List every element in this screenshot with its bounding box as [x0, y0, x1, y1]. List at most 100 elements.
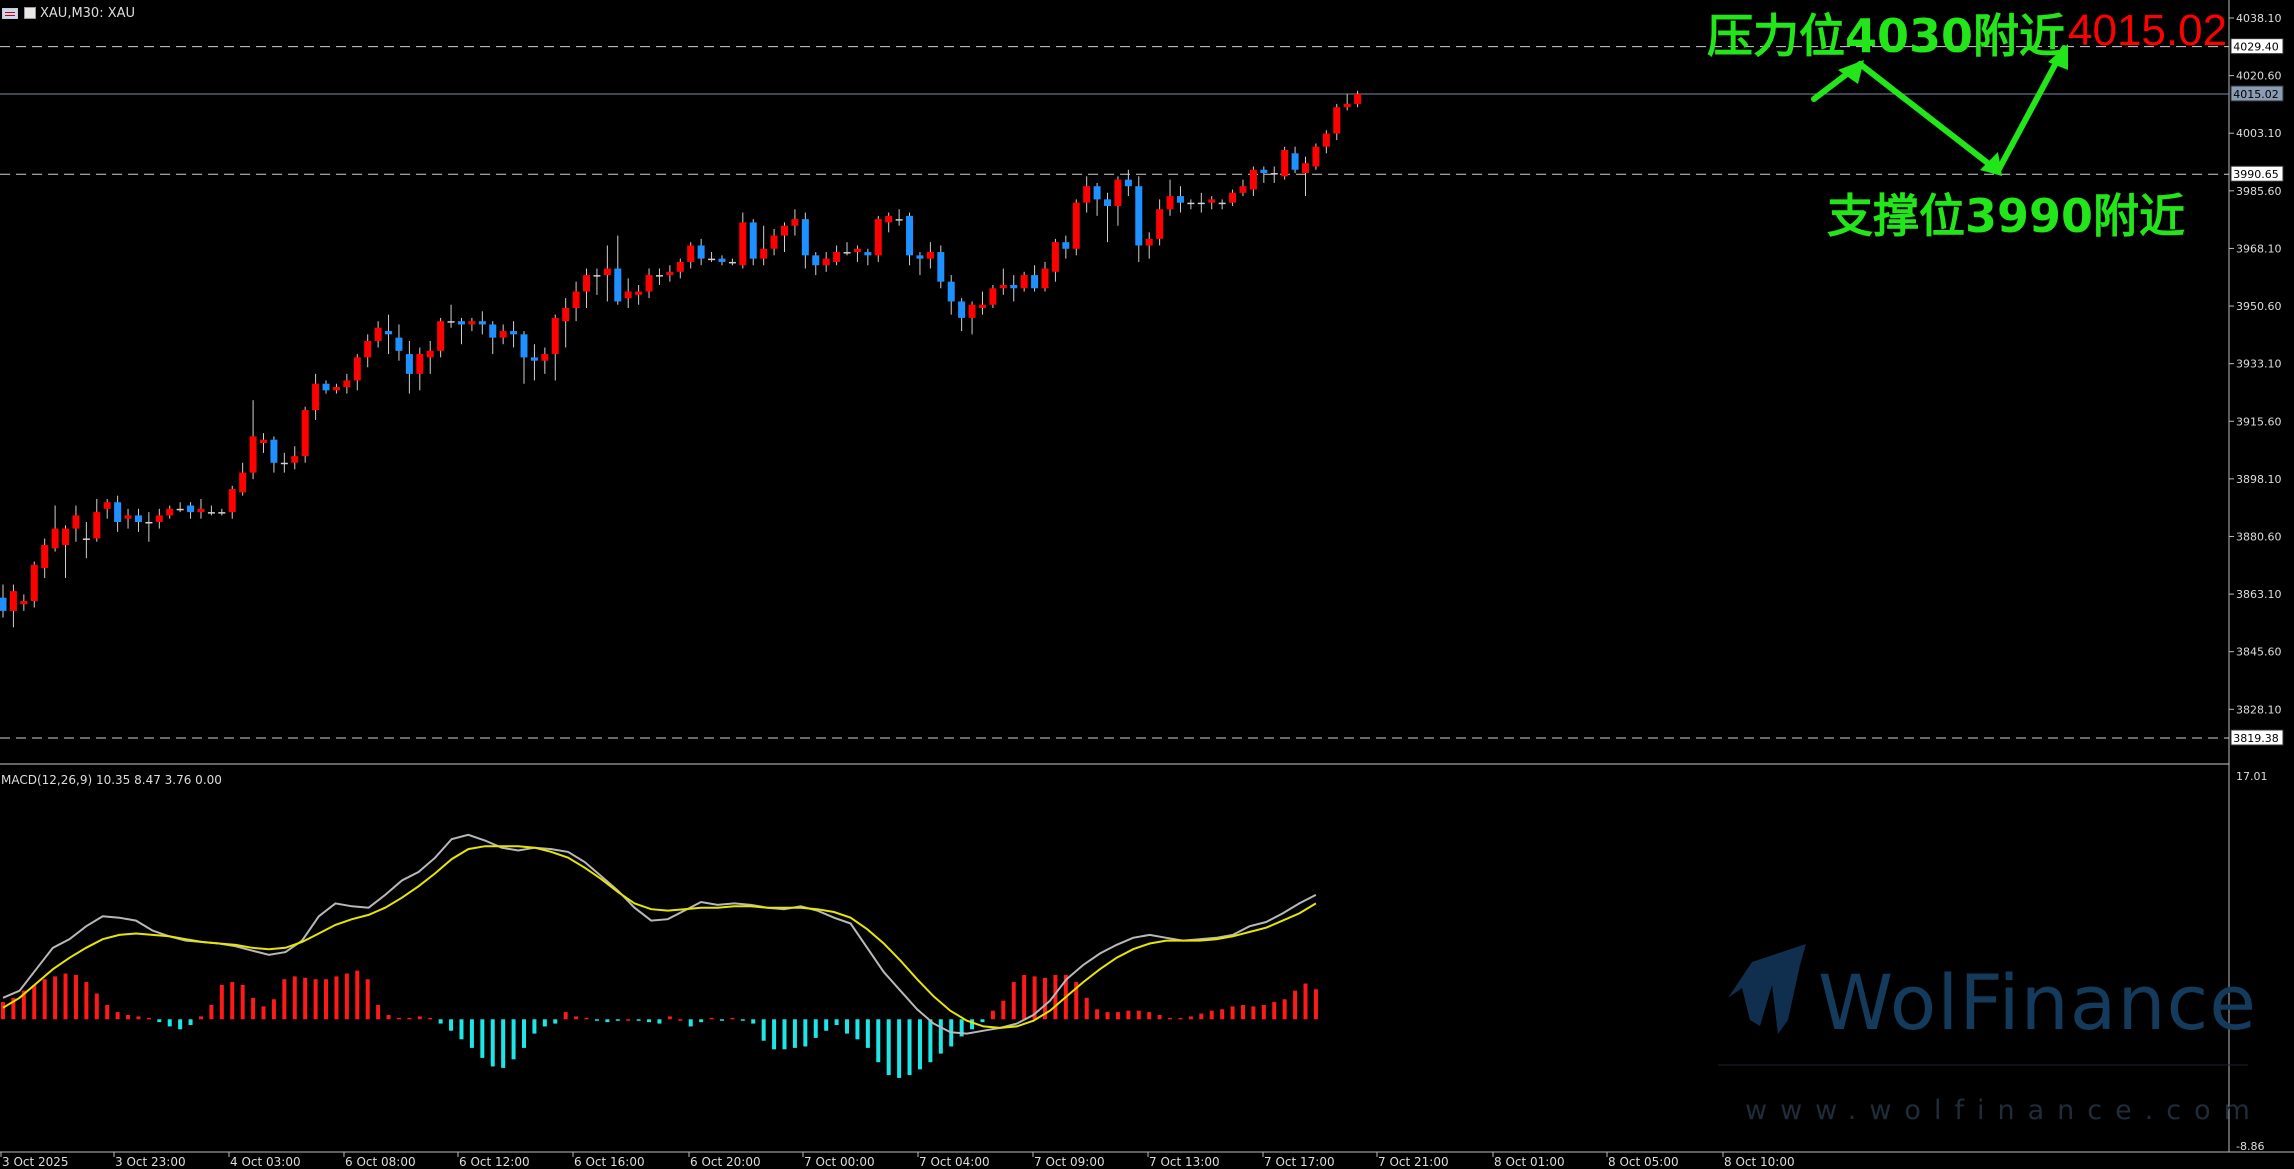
candle-body: [51, 528, 59, 549]
candle: [228, 485, 236, 519]
candle: [1020, 271, 1028, 292]
candle: [1333, 103, 1341, 141]
candle: [207, 505, 215, 516]
candle-body: [457, 321, 465, 325]
candle: [0, 584, 7, 618]
candle-body: [405, 354, 413, 374]
candle-body: [874, 219, 882, 256]
macd-bar: [865, 1019, 870, 1048]
candle: [353, 354, 361, 391]
candle-body: [624, 291, 632, 299]
candle-body: [1135, 186, 1143, 246]
candle: [989, 284, 997, 309]
candle: [176, 502, 184, 513]
candle: [1229, 189, 1237, 206]
candle-body: [906, 215, 914, 256]
x-tick-label: 7 Oct 04:00: [919, 1155, 990, 1169]
macd-bar: [970, 1019, 975, 1030]
candle-body: [739, 222, 747, 266]
candle: [968, 301, 976, 335]
macd-bar: [813, 1019, 818, 1038]
macd-bar: [678, 1019, 683, 1021]
macd-bar: [772, 1019, 777, 1050]
candle: [655, 268, 663, 285]
candle: [1114, 176, 1122, 226]
candle: [833, 245, 841, 266]
chart-window-icon[interactable]: [2, 7, 18, 19]
candle-body: [249, 436, 257, 473]
x-tick-label: 7 Oct 09:00: [1034, 1155, 1105, 1169]
candle-body: [1281, 150, 1289, 177]
macd-bar: [834, 1019, 839, 1026]
macd-bar: [334, 976, 339, 1020]
candle-body: [489, 324, 497, 338]
macd-bar: [1115, 1012, 1120, 1020]
watermark-brand: WolFinance: [1818, 958, 2258, 1047]
candle-body: [332, 387, 340, 391]
candle: [291, 446, 299, 470]
candle-body: [968, 304, 976, 318]
candle: [332, 383, 340, 394]
candle-body: [228, 489, 236, 513]
candle: [864, 248, 872, 266]
candle-body: [770, 235, 778, 249]
macd-bar: [855, 1019, 860, 1040]
y-tick-label: 3863.10: [2236, 588, 2282, 601]
macd-bar: [730, 1017, 735, 1020]
candle: [249, 400, 257, 480]
candle-body: [520, 334, 528, 358]
candle: [478, 311, 486, 335]
x-tick-label: 7 Oct 17:00: [1264, 1155, 1335, 1169]
candle-body: [1124, 179, 1132, 187]
candle-body: [312, 383, 320, 411]
resistance-annotation: 压力位4030附近: [1707, 9, 2066, 63]
y-tick-label: 3898.10: [2236, 473, 2282, 486]
macd-bar: [188, 1019, 193, 1026]
candle-body: [760, 248, 768, 259]
support-annotation: 支撑位3990附近: [1827, 189, 2186, 243]
time-axis: 3 Oct 2025 3 Oct 23:00 4 Oct 03:00 6 Oct 08…: [0, 1152, 1795, 1169]
candle: [843, 242, 851, 256]
macd-bar: [1084, 997, 1089, 1020]
candle-body: [833, 252, 841, 262]
candle: [166, 505, 174, 519]
macd-bar: [1293, 990, 1298, 1020]
macd-bar: [344, 973, 349, 1020]
x-tick-label: 7 Oct 00:00: [804, 1155, 875, 1169]
candle-body: [926, 252, 934, 259]
macd-bar: [251, 997, 256, 1020]
macd-bar: [1105, 1012, 1110, 1020]
candle-body: [395, 337, 403, 351]
macd-bar: [542, 1019, 547, 1027]
macd-bar: [1032, 976, 1037, 1020]
candle-body: [1041, 268, 1049, 289]
macd-bar: [1136, 1010, 1141, 1020]
candle: [1156, 199, 1164, 246]
macd-bar: [605, 1019, 610, 1023]
macd-bar: [1011, 982, 1016, 1020]
candle-body: [155, 515, 163, 522]
macd-bar: [32, 984, 37, 1020]
candle-body: [843, 252, 851, 254]
candle-body: [364, 340, 372, 358]
candle: [999, 268, 1007, 295]
macd-bar: [1313, 989, 1318, 1020]
macd-bar: [407, 1017, 412, 1020]
candle: [1249, 166, 1257, 197]
candle-body: [176, 508, 184, 511]
candle-body: [708, 258, 716, 261]
x-tick-label: 3 Oct 2025: [2, 1155, 69, 1169]
macd-bar: [522, 1019, 526, 1048]
candle: [499, 324, 507, 345]
macd-panel: 17.01 -8.86: [1, 770, 2268, 1153]
candle: [1270, 166, 1278, 183]
candle-body: [687, 245, 695, 262]
candle: [155, 508, 163, 529]
candle: [1208, 196, 1216, 210]
y-tick-label: 3933.10: [2236, 358, 2282, 371]
macd-bar: [105, 1004, 110, 1020]
candle: [1260, 166, 1268, 183]
macd-bar: [84, 982, 89, 1020]
candle-body: [895, 219, 903, 221]
candle: [551, 314, 559, 381]
